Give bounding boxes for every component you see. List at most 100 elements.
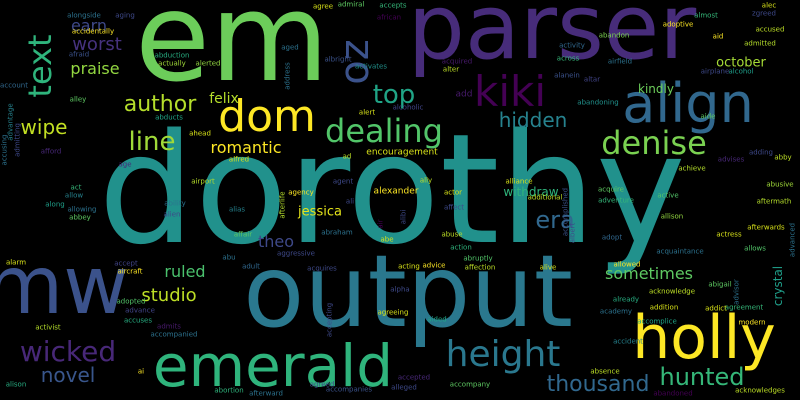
word-alfred: alfred: [228, 155, 250, 164]
word-felix: felix: [209, 91, 239, 107]
word-alley: alley: [69, 95, 87, 104]
word-allow: allow: [64, 191, 84, 200]
word-dealing: dealing: [325, 112, 443, 150]
word-abraham: abraham: [321, 228, 353, 237]
word-altar: altar: [583, 75, 601, 84]
word-earn: earn: [70, 16, 108, 35]
word-alpha: alpha: [390, 285, 410, 294]
word-era: era: [535, 206, 575, 234]
word-acknowledges: acknowledges: [735, 386, 785, 395]
word-advisor: advisor: [732, 279, 741, 305]
word-praise: praise: [70, 59, 120, 78]
word-accidentally: accidentally: [71, 27, 115, 36]
word-acquire: acquire: [598, 185, 624, 194]
word-admitting: admitting: [13, 123, 22, 157]
word-theo: theo: [257, 232, 295, 251]
word-advice: advice: [422, 261, 446, 270]
word-accomplice: accomplice: [637, 317, 677, 326]
word-holly: holly: [632, 303, 776, 373]
word-aided: aided: [427, 315, 447, 324]
word-albert: albert: [568, 222, 577, 244]
word-abortion: abortion: [214, 386, 244, 395]
word-height: height: [445, 334, 561, 375]
word-address: address: [283, 62, 292, 90]
word-adoptive: adoptive: [662, 20, 694, 29]
word-dorothy: dorothy: [98, 101, 686, 278]
word-em: em: [135, 0, 329, 109]
word-aircraft: aircraft: [117, 267, 143, 276]
word-aged: aged: [281, 43, 299, 52]
word-age: age: [118, 160, 132, 169]
word-line: line: [128, 127, 176, 157]
word-alanein: alanein: [554, 71, 580, 80]
word-jessica: jessica: [298, 204, 342, 220]
word-agent: agent: [332, 177, 354, 186]
word-sometimes: sometimes: [604, 264, 694, 283]
word-aggressive: aggressive: [277, 249, 315, 258]
word-alleged: alleged: [391, 383, 417, 392]
word-worst: worst: [72, 34, 122, 55]
word-alcoholic: alcoholic: [392, 103, 424, 112]
word-parser: parser: [407, 0, 697, 80]
word-additional: additional: [527, 193, 563, 202]
word-air: air: [376, 219, 385, 229]
word-acquires: acquires: [307, 264, 337, 273]
word-alison: alison: [5, 380, 27, 389]
word-abe: abe: [380, 235, 394, 244]
word-active: active: [657, 191, 679, 200]
word-acknowledge: acknowledge: [648, 287, 696, 296]
word-ahead: ahead: [189, 129, 211, 138]
word-alerted: alerted: [195, 59, 221, 68]
word-adult: adult: [242, 262, 260, 271]
word-october: october: [716, 55, 766, 71]
word-kindly: kindly: [638, 82, 674, 96]
word-almost: almost: [694, 11, 718, 20]
word-abruptly: abruptly: [463, 254, 493, 263]
word-accepting: accepting: [325, 302, 334, 338]
word-accept: accept: [114, 259, 138, 268]
word-agreed: agreed: [309, 380, 335, 389]
word-afterward: afterward: [249, 389, 283, 398]
word-accident: accident: [613, 337, 643, 346]
word-admitted: admitted: [744, 39, 776, 48]
word-dom: dom: [218, 91, 316, 142]
word-wicked: wicked: [19, 335, 117, 368]
word-addict: addict: [705, 304, 727, 313]
word-allison: allison: [660, 212, 684, 221]
word-alien: alien: [163, 210, 181, 219]
word-aftermath: aftermath: [756, 197, 792, 206]
word-abigail: abigail: [708, 280, 732, 289]
word-ad: ad: [342, 152, 352, 161]
word-account: account: [0, 81, 28, 90]
word-alexander: alexander: [373, 186, 419, 197]
word-activist: activist: [35, 323, 61, 332]
word-airport: airport: [191, 177, 215, 186]
word-crystal: crystal: [771, 265, 785, 307]
word-abusive: abusive: [766, 180, 794, 189]
word-across: across: [556, 54, 580, 63]
word-accompany: accompany: [449, 380, 491, 389]
word-ai: ai: [137, 367, 145, 376]
word-ability: ability: [164, 199, 186, 208]
word-actor: actor: [443, 188, 463, 197]
word-along: along: [45, 200, 65, 209]
word-actress: actress: [716, 230, 742, 239]
word-abby: abby: [774, 153, 792, 162]
word-mw: mw: [0, 239, 129, 332]
word-addition: addition: [649, 303, 679, 312]
word-advises: advises: [717, 155, 745, 164]
word-accepted: accepted: [397, 373, 431, 382]
word-actually: actually: [158, 59, 186, 68]
word-academy: academy: [599, 307, 633, 316]
word-emerald: emerald: [152, 332, 394, 400]
word-aide: aide: [700, 112, 716, 121]
word-kiki: kiki: [474, 67, 546, 116]
word-alive: alive: [539, 263, 557, 272]
word-ally: ally: [419, 176, 433, 185]
word-text: text: [21, 34, 59, 98]
word-alec: alec: [761, 1, 777, 10]
word-action: action: [450, 243, 472, 252]
word-allows: allows: [744, 244, 766, 253]
word-agreeing: agreeing: [377, 308, 409, 317]
